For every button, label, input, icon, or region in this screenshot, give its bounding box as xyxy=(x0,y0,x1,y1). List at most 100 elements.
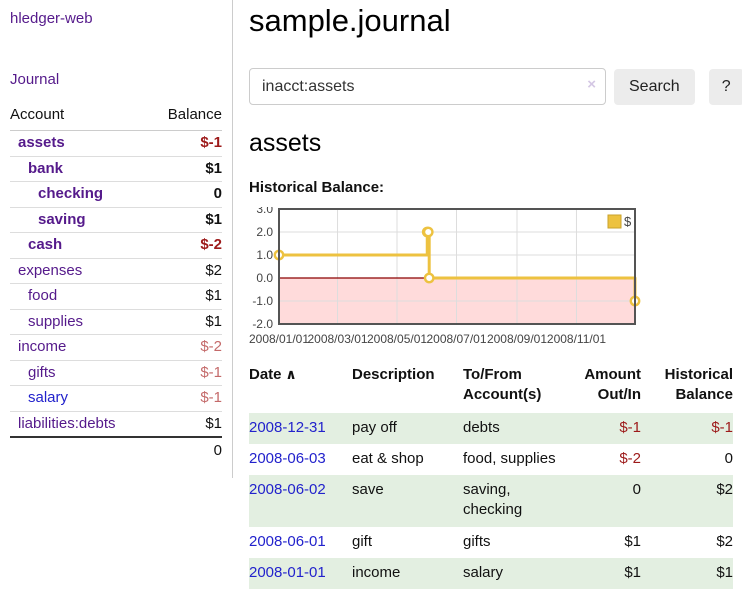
account-link[interactable]: liabilities:debts xyxy=(18,415,116,432)
accounts-total-value: 0 xyxy=(10,437,222,464)
balance-chart-svg: 3.02.01.00.0-1.0-2.02008/01/012008/03/01… xyxy=(249,207,641,347)
account-balance: $1 xyxy=(150,309,222,335)
search-button[interactable]: Search xyxy=(614,69,695,105)
transaction-amount: $1 xyxy=(579,558,641,589)
account-row: liabilities:debts $1 xyxy=(10,411,222,437)
main-content: sample.journal × Search ? assets Histori… xyxy=(233,0,742,589)
account-link[interactable]: supplies xyxy=(28,313,83,330)
transaction-amount: $-2 xyxy=(579,444,641,475)
transaction-accounts: food, supplies xyxy=(463,444,579,475)
app-brand-link[interactable]: hledger-web xyxy=(10,10,93,27)
account-row: gifts $-1 xyxy=(10,360,222,386)
account-link[interactable]: expenses xyxy=(18,262,82,279)
transaction-balance: $1 xyxy=(641,558,733,589)
account-balance: $1 xyxy=(150,207,222,233)
accounts-table: Account Balance assets $-1 bank $1 checking 0… xyxy=(10,103,222,464)
transaction-amount: 0 xyxy=(579,475,641,527)
sort-ascending-icon: ∧ xyxy=(282,366,297,382)
column-header-amount-out-in[interactable]: Amount Out/In xyxy=(579,362,641,413)
svg-text:2008/03/01: 2008/03/01 xyxy=(307,332,367,346)
svg-text:2008/07/01: 2008/07/01 xyxy=(426,332,486,346)
search-bar: × Search ? xyxy=(249,68,733,105)
account-row: saving $1 xyxy=(10,207,222,233)
transaction-description: save xyxy=(352,475,463,527)
account-row: checking 0 xyxy=(10,182,222,208)
transaction-balance: $2 xyxy=(641,475,733,527)
account-balance: $2 xyxy=(150,258,222,284)
transaction-balance: 0 xyxy=(641,444,733,475)
column-header-description[interactable]: Description xyxy=(352,362,463,413)
chart-heading: Historical Balance: xyxy=(249,179,733,196)
accounts-header-balance: Balance xyxy=(150,103,222,131)
sidebar-item-journal[interactable]: Journal xyxy=(10,71,59,88)
account-balance: $-2 xyxy=(150,335,222,361)
transaction-date-link[interactable]: 2008-01-01 xyxy=(249,564,326,581)
column-header-date[interactable]: Date ∧ xyxy=(249,362,352,413)
clear-search-icon[interactable]: × xyxy=(587,77,596,92)
svg-text:-1.0: -1.0 xyxy=(252,294,273,308)
accounts-total-row: 0 xyxy=(10,437,222,464)
transaction-date-link[interactable]: 2008-06-03 xyxy=(249,450,326,467)
account-balance: $1 xyxy=(150,284,222,310)
column-header-to-from-account-s-[interactable]: To/From Account(s) xyxy=(463,362,579,413)
account-balance: $1 xyxy=(150,156,222,182)
account-row: food $1 xyxy=(10,284,222,310)
transaction-description: gift xyxy=(352,527,463,558)
transaction-accounts: debts xyxy=(463,413,579,444)
account-row: supplies $1 xyxy=(10,309,222,335)
svg-text:3.0: 3.0 xyxy=(256,207,273,216)
svg-text:1.0: 1.0 xyxy=(256,248,273,262)
account-link[interactable]: income xyxy=(18,338,66,355)
account-row: income $-2 xyxy=(10,335,222,361)
account-link[interactable]: salary xyxy=(28,389,68,406)
search-input[interactable] xyxy=(249,68,606,105)
account-link[interactable]: saving xyxy=(38,211,86,228)
column-header-historical-balance[interactable]: Historical Balance xyxy=(641,362,733,413)
accounts-header-row: Account Balance xyxy=(10,103,222,131)
account-balance: $-1 xyxy=(150,360,222,386)
account-page-title: assets xyxy=(249,129,733,158)
account-row: assets $-1 xyxy=(10,131,222,157)
accounts-header-account: Account xyxy=(10,103,150,131)
search-field-wrap: × xyxy=(249,68,606,105)
account-row: expenses $2 xyxy=(10,258,222,284)
account-link[interactable]: cash xyxy=(28,236,62,253)
transaction-balance: $2 xyxy=(641,527,733,558)
account-link[interactable]: assets xyxy=(18,134,65,151)
legend-swatch xyxy=(608,215,621,228)
svg-text:2.0: 2.0 xyxy=(256,225,273,239)
transaction-accounts: salary xyxy=(463,558,579,589)
legend-label: $ xyxy=(624,214,632,229)
svg-text:2008/09/01: 2008/09/01 xyxy=(487,332,547,346)
transaction-accounts: gifts xyxy=(463,527,579,558)
page-title: sample.journal xyxy=(249,3,733,39)
account-link[interactable]: checking xyxy=(38,185,103,202)
svg-text:-2.0: -2.0 xyxy=(252,317,273,331)
account-link[interactable]: food xyxy=(28,287,57,304)
transaction-date-link[interactable]: 2008-12-31 xyxy=(249,419,326,436)
account-row: cash $-2 xyxy=(10,233,222,259)
transaction-date-link[interactable]: 2008-06-02 xyxy=(249,481,326,498)
account-balance: $-2 xyxy=(150,233,222,259)
account-balance: $-1 xyxy=(150,131,222,157)
transaction-description: income xyxy=(352,558,463,589)
transaction-date-link[interactable]: 2008-06-01 xyxy=(249,533,326,550)
svg-text:2008/05/01: 2008/05/01 xyxy=(367,332,427,346)
account-link[interactable]: bank xyxy=(28,160,63,177)
transaction-accounts: saving, checking xyxy=(463,475,579,527)
svg-text:2008/01/01: 2008/01/01 xyxy=(249,332,309,346)
account-balance: 0 xyxy=(150,182,222,208)
help-button[interactable]: ? xyxy=(709,69,742,105)
account-link[interactable]: gifts xyxy=(28,364,56,381)
transaction-balance: $-1 xyxy=(641,413,733,444)
account-balance: $1 xyxy=(150,411,222,437)
